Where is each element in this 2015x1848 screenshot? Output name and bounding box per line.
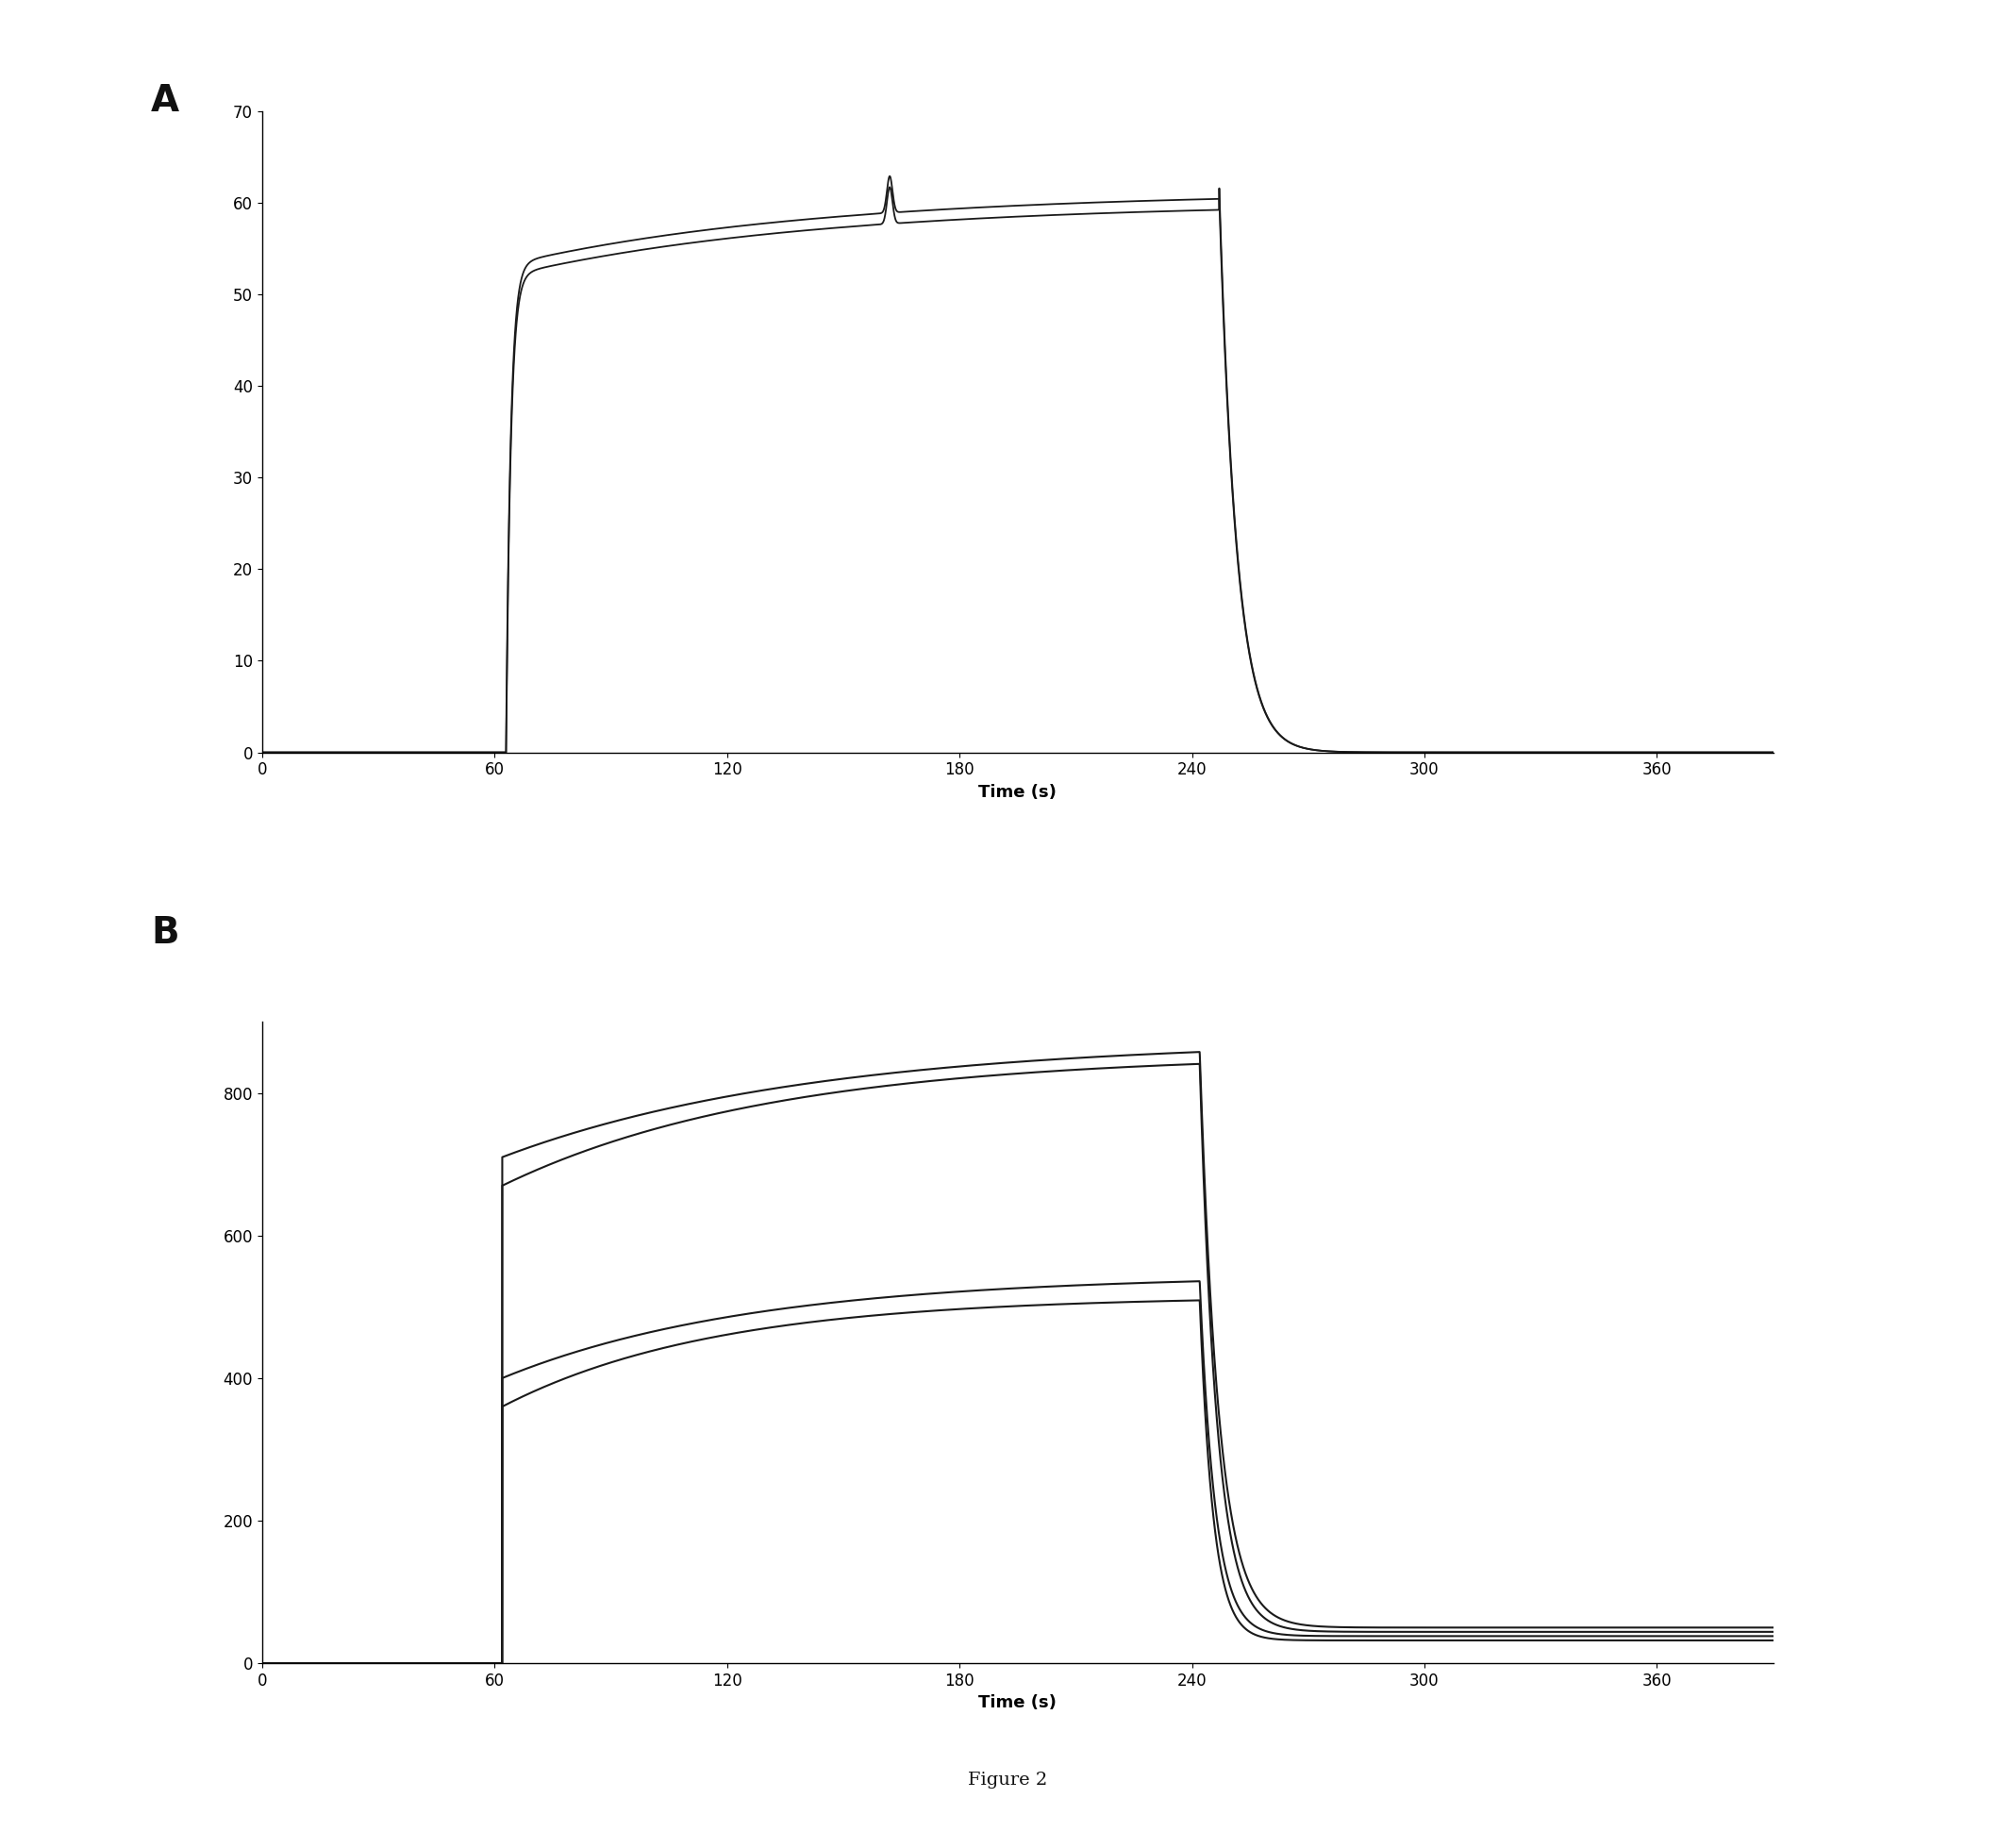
- X-axis label: Time (s): Time (s): [979, 1695, 1056, 1711]
- X-axis label: Time (s): Time (s): [979, 784, 1056, 800]
- Text: Figure 2: Figure 2: [967, 1772, 1048, 1789]
- Text: B: B: [151, 915, 179, 950]
- Text: A: A: [151, 83, 179, 118]
